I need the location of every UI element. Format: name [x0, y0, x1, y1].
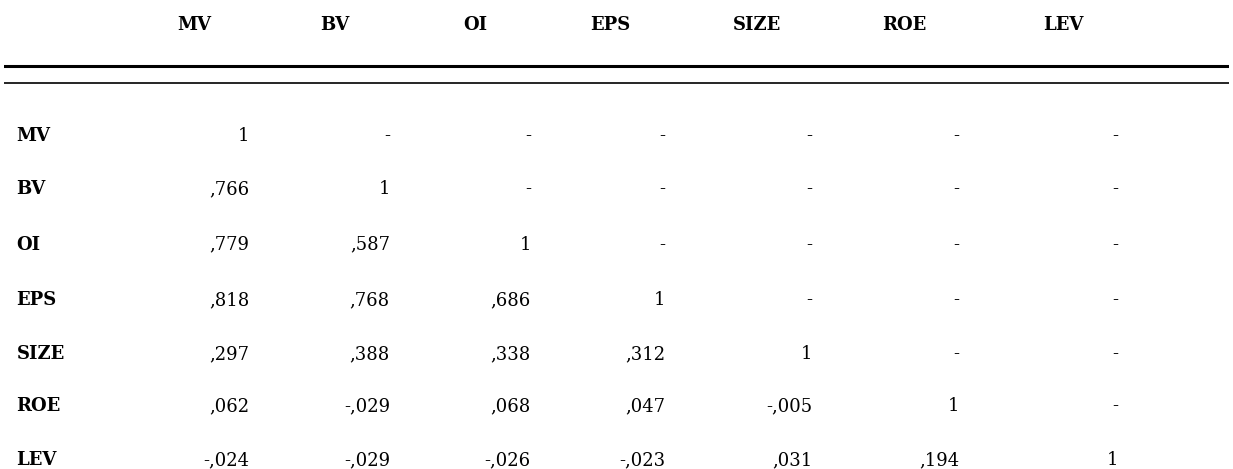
Text: -: - — [953, 235, 959, 254]
Text: ,068: ,068 — [491, 397, 530, 416]
Text: 1: 1 — [948, 397, 959, 416]
Text: -: - — [806, 127, 813, 145]
Text: ROE: ROE — [16, 397, 60, 416]
Text: -: - — [806, 181, 813, 198]
Text: SIZE: SIZE — [734, 16, 782, 34]
Text: EPS: EPS — [16, 291, 57, 309]
Text: -,029: -,029 — [344, 397, 390, 416]
Text: -,023: -,023 — [619, 452, 666, 469]
Text: -,005: -,005 — [767, 397, 813, 416]
Text: ,766: ,766 — [208, 181, 249, 198]
Text: -,024: -,024 — [203, 452, 249, 469]
Text: ,779: ,779 — [210, 235, 249, 254]
Text: -: - — [953, 127, 959, 145]
Text: -: - — [660, 127, 666, 145]
Text: EPS: EPS — [591, 16, 630, 34]
Text: -: - — [953, 181, 959, 198]
Text: 1: 1 — [379, 181, 390, 198]
Text: SIZE: SIZE — [16, 345, 64, 363]
Text: -: - — [953, 345, 959, 363]
Text: -: - — [1112, 181, 1118, 198]
Text: -,029: -,029 — [344, 452, 390, 469]
Text: -: - — [953, 291, 959, 309]
Text: ,062: ,062 — [208, 397, 249, 416]
Text: -: - — [1112, 291, 1118, 309]
Text: MV: MV — [178, 16, 211, 34]
Text: ,768: ,768 — [350, 291, 390, 309]
Text: BV: BV — [321, 16, 349, 34]
Text: ,312: ,312 — [625, 345, 666, 363]
Text: ROE: ROE — [882, 16, 926, 34]
Text: OI: OI — [464, 16, 488, 34]
Text: ,388: ,388 — [350, 345, 390, 363]
Text: -: - — [1112, 235, 1118, 254]
Text: 1: 1 — [1107, 452, 1118, 469]
Text: -: - — [660, 181, 666, 198]
Text: -: - — [806, 291, 813, 309]
Text: 1: 1 — [653, 291, 666, 309]
Text: 1: 1 — [238, 127, 249, 145]
Text: ,031: ,031 — [772, 452, 813, 469]
Text: -: - — [806, 235, 813, 254]
Text: ,297: ,297 — [210, 345, 249, 363]
Text: ,047: ,047 — [625, 397, 666, 416]
Text: 1: 1 — [519, 235, 530, 254]
Text: -: - — [1112, 127, 1118, 145]
Text: ,686: ,686 — [491, 291, 530, 309]
Text: -: - — [383, 127, 390, 145]
Text: LEV: LEV — [16, 452, 57, 469]
Text: -: - — [525, 181, 530, 198]
Text: 1: 1 — [801, 345, 813, 363]
Text: -: - — [1112, 345, 1118, 363]
Text: ,587: ,587 — [350, 235, 390, 254]
Text: ,194: ,194 — [920, 452, 959, 469]
Text: -: - — [660, 235, 666, 254]
Text: BV: BV — [16, 181, 46, 198]
Text: -: - — [1112, 397, 1118, 416]
Text: ,818: ,818 — [208, 291, 249, 309]
Text: ,338: ,338 — [491, 345, 530, 363]
Text: OI: OI — [16, 235, 41, 254]
Text: -,026: -,026 — [485, 452, 530, 469]
Text: MV: MV — [16, 127, 51, 145]
Text: -: - — [525, 127, 530, 145]
Text: LEV: LEV — [1043, 16, 1084, 34]
